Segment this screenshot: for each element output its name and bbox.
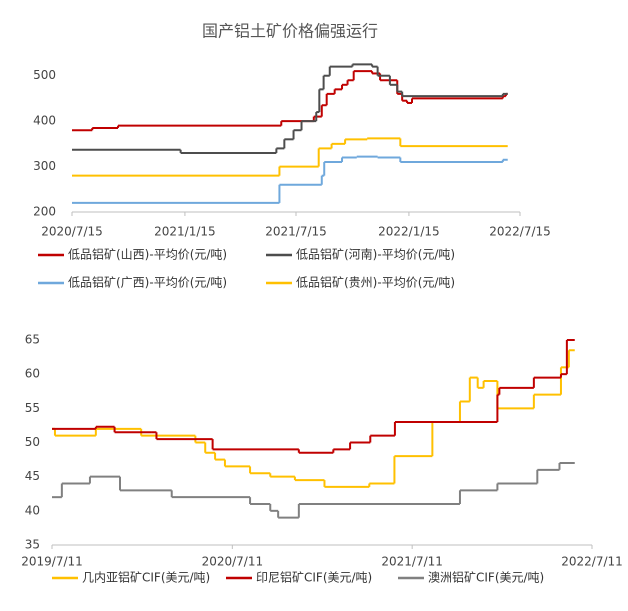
y-tick-label: 35 xyxy=(25,538,40,552)
x-tick-label: 2021/7/15 xyxy=(265,225,327,239)
y-tick-label: 40 xyxy=(25,503,40,517)
x-tick-label: 2022/1/15 xyxy=(378,225,440,239)
x-tick-label: 2020/7/15 xyxy=(41,225,103,239)
x-tick-label: 2021/7/11 xyxy=(381,555,443,569)
chart-title: 国产铝土矿价格偏强运行 xyxy=(202,22,378,41)
y-tick-label: 300 xyxy=(33,159,56,173)
y-tick-label: 55 xyxy=(25,401,40,415)
x-tick-label: 2020/7/11 xyxy=(202,555,264,569)
x-tick-label: 2019/7/11 xyxy=(21,555,83,569)
y-tick-label: 500 xyxy=(33,68,56,82)
legend-label: 几内亚铝矿CIF(美元/吨) xyxy=(82,570,210,585)
legend-label: 低品铝矿(贵州)-平均价(元/吨) xyxy=(296,275,455,290)
x-tick-label: 2022/7/15 xyxy=(489,225,551,239)
y-tick-label: 45 xyxy=(25,469,40,483)
x-tick-label: 2021/1/15 xyxy=(154,225,216,239)
y-tick-label: 65 xyxy=(25,333,40,347)
legend-label: 低品铝矿(河南)-平均价(元/吨) xyxy=(296,247,455,262)
y-tick-label: 60 xyxy=(25,367,40,381)
legend-label: 低品铝矿(山西)-平均价(元/吨) xyxy=(68,247,227,262)
y-tick-label: 50 xyxy=(25,435,40,449)
y-tick-label: 400 xyxy=(33,114,56,128)
legend-label: 印尼铝矿CIF(美元/吨) xyxy=(256,570,372,585)
legend-label: 低品铝矿(广西)-平均价(元/吨) xyxy=(68,275,227,290)
legend-label: 澳洲铝矿CIF(美元/吨) xyxy=(428,570,544,585)
x-tick-label: 2022/7/11 xyxy=(561,555,623,569)
y-tick-label: 200 xyxy=(33,205,56,219)
